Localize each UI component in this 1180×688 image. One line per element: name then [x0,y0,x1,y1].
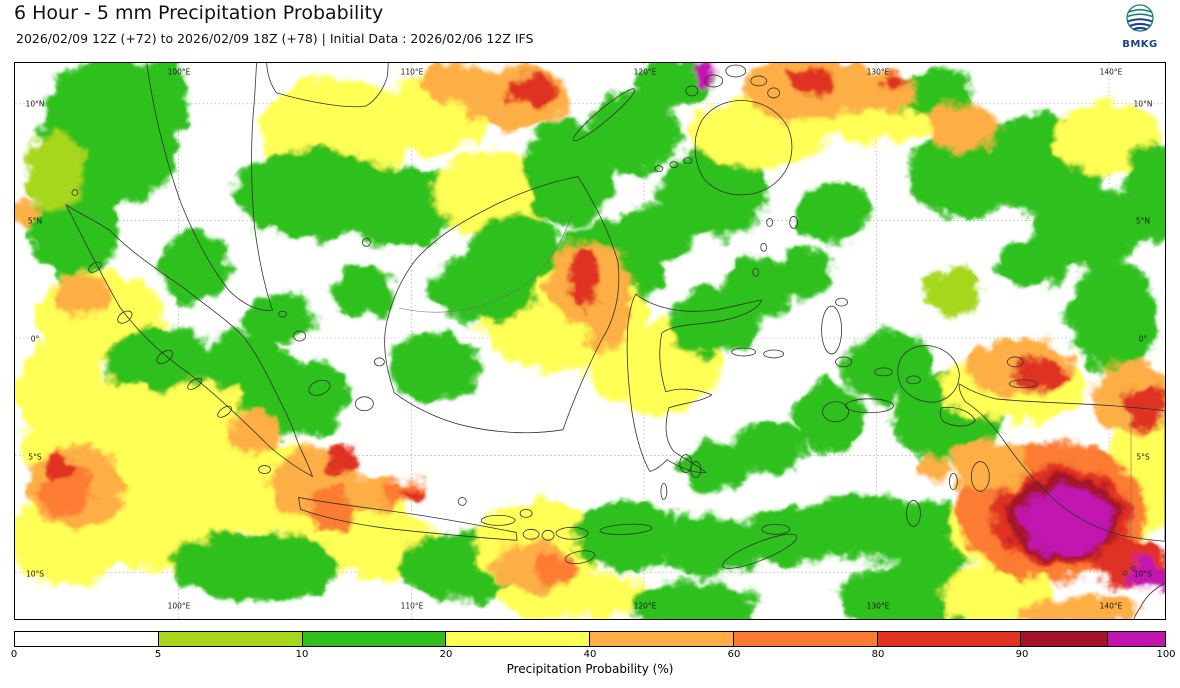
bmkg-globe-icon [1126,4,1154,32]
colorbar-segment [445,632,589,646]
colorbar-segment [1106,632,1165,646]
lat-label-left-10n: 10°N [25,99,45,109]
colorbar-title: Precipitation Probability (%) [506,662,674,676]
lon-label-top-110e: 110°E [400,67,424,77]
lat-label-right-5s: 5°S [1136,452,1150,462]
precipitation-map: 100°E 110°E 120°E 130°E 140°E 100°E 110°… [14,62,1166,620]
coastlines-layer [65,63,1165,619]
colorbar-tick-10: 10 [295,649,309,660]
lat-label-right-10s: 10°S [1133,569,1153,579]
colorbar-tick-90: 90 [1015,649,1029,660]
colorbar-tick-20: 20 [439,649,453,660]
lon-label-top-100e: 100°E [167,67,191,77]
page-title: 6 Hour - 5 mm Precipitation Probability [14,2,384,24]
valid-time-subtitle: 2026/02/09 12Z (+72) to 2026/02/09 18Z (… [16,31,534,46]
colorbar-segment [876,632,1021,646]
lat-label-right-10n: 10°N [1133,99,1153,109]
colorbar-tick-100: 100 [1156,649,1176,660]
lat-label-right-5n: 5°N [1135,216,1151,226]
lat-label-left-0: 0° [30,334,40,344]
lat-label-right-0: 0° [1138,334,1148,344]
colorbar-tick-0: 0 [10,649,18,660]
colorbar-segment [732,632,877,646]
colorbar-tick-40: 40 [583,649,597,660]
colorbar-segment [15,632,158,646]
colorbar-tick-60: 60 [727,649,741,660]
colorbar-tick-80: 80 [871,649,885,660]
lon-label-bottom-130e: 130°E [866,601,890,611]
lon-label-bottom-110e: 110°E [400,601,424,611]
colorbar [14,631,1166,647]
bmkg-logo-label: BMKG [1122,39,1158,50]
colorbar-segment [589,632,733,646]
lon-label-bottom-120e: 120°E [633,601,657,611]
precipitation-probability-field [15,63,1165,619]
lon-label-bottom-140e: 140°E [1099,601,1123,611]
lat-label-left-5n: 5°N [27,216,43,226]
colorbar-ticks: 0 5 10 20 40 60 80 90 100 [10,649,1176,661]
lat-label-left-5s: 5°S [28,452,42,462]
colorbar-segment [157,632,302,646]
lon-label-top-120e: 120°E [633,67,657,77]
colorbar-tick-5: 5 [154,649,162,660]
lat-label-left-10s: 10°S [25,569,45,579]
colorbar-segment [301,632,446,646]
lon-label-top-140e: 140°E [1099,67,1123,77]
lon-label-bottom-100e: 100°E [167,601,191,611]
bmkg-logo: BMKG [1116,3,1164,50]
lon-label-top-130e: 130°E [866,67,890,77]
map-canvas [15,63,1165,619]
colorbar-segment [1020,632,1107,646]
